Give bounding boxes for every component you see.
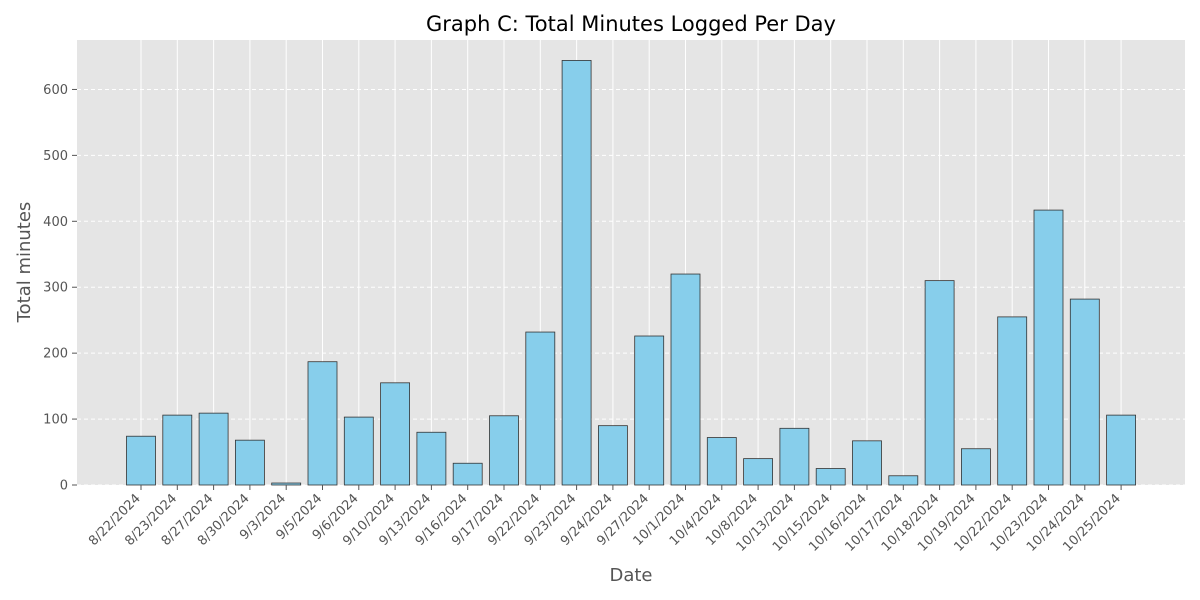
- bar: [1033, 209, 1064, 486]
- bar: [924, 280, 955, 486]
- bar: [380, 382, 411, 486]
- bar: [1069, 298, 1100, 486]
- y-axis-label: Total minutes: [14, 202, 35, 324]
- bar: [525, 331, 556, 486]
- bar: [1106, 414, 1136, 486]
- bar: [561, 60, 592, 486]
- y-tick-label: 500: [43, 149, 68, 164]
- bar: [634, 335, 665, 486]
- x-ticks: 8/22/20248/23/20248/27/20248/30/20249/3/…: [86, 485, 1124, 555]
- bar: [997, 316, 1028, 486]
- bars-layer: [126, 60, 1136, 486]
- bar: [126, 435, 156, 486]
- bar: [743, 458, 773, 486]
- bar: [343, 416, 374, 486]
- bar: [815, 468, 846, 486]
- y-tick-label: 200: [43, 347, 68, 362]
- bar: [416, 431, 447, 486]
- bar: [779, 427, 810, 486]
- bar: [888, 475, 919, 486]
- bar: [598, 425, 628, 486]
- bar: [198, 412, 229, 486]
- bar: [234, 439, 265, 486]
- x-axis-label: Date: [609, 565, 652, 586]
- y-tick-label: 300: [43, 281, 68, 296]
- y-tick-label: 600: [43, 83, 68, 98]
- y-tick-label: 0: [60, 479, 68, 494]
- bar: [852, 440, 882, 486]
- grid-layer: [77, 40, 1185, 486]
- bar: [271, 482, 302, 486]
- bar: [162, 414, 193, 486]
- y-ticks: 0 100 200 300 400 500 600: [43, 83, 77, 494]
- bar: [706, 437, 737, 486]
- bar: [307, 361, 338, 486]
- bar: [489, 415, 519, 486]
- y-tick-label: 100: [43, 413, 68, 428]
- chart-title: Graph C: Total Minutes Logged Per Day: [426, 12, 836, 36]
- bar: [670, 273, 701, 486]
- y-tick-label: 400: [43, 215, 68, 230]
- bar: [452, 462, 483, 486]
- bar: [961, 448, 991, 486]
